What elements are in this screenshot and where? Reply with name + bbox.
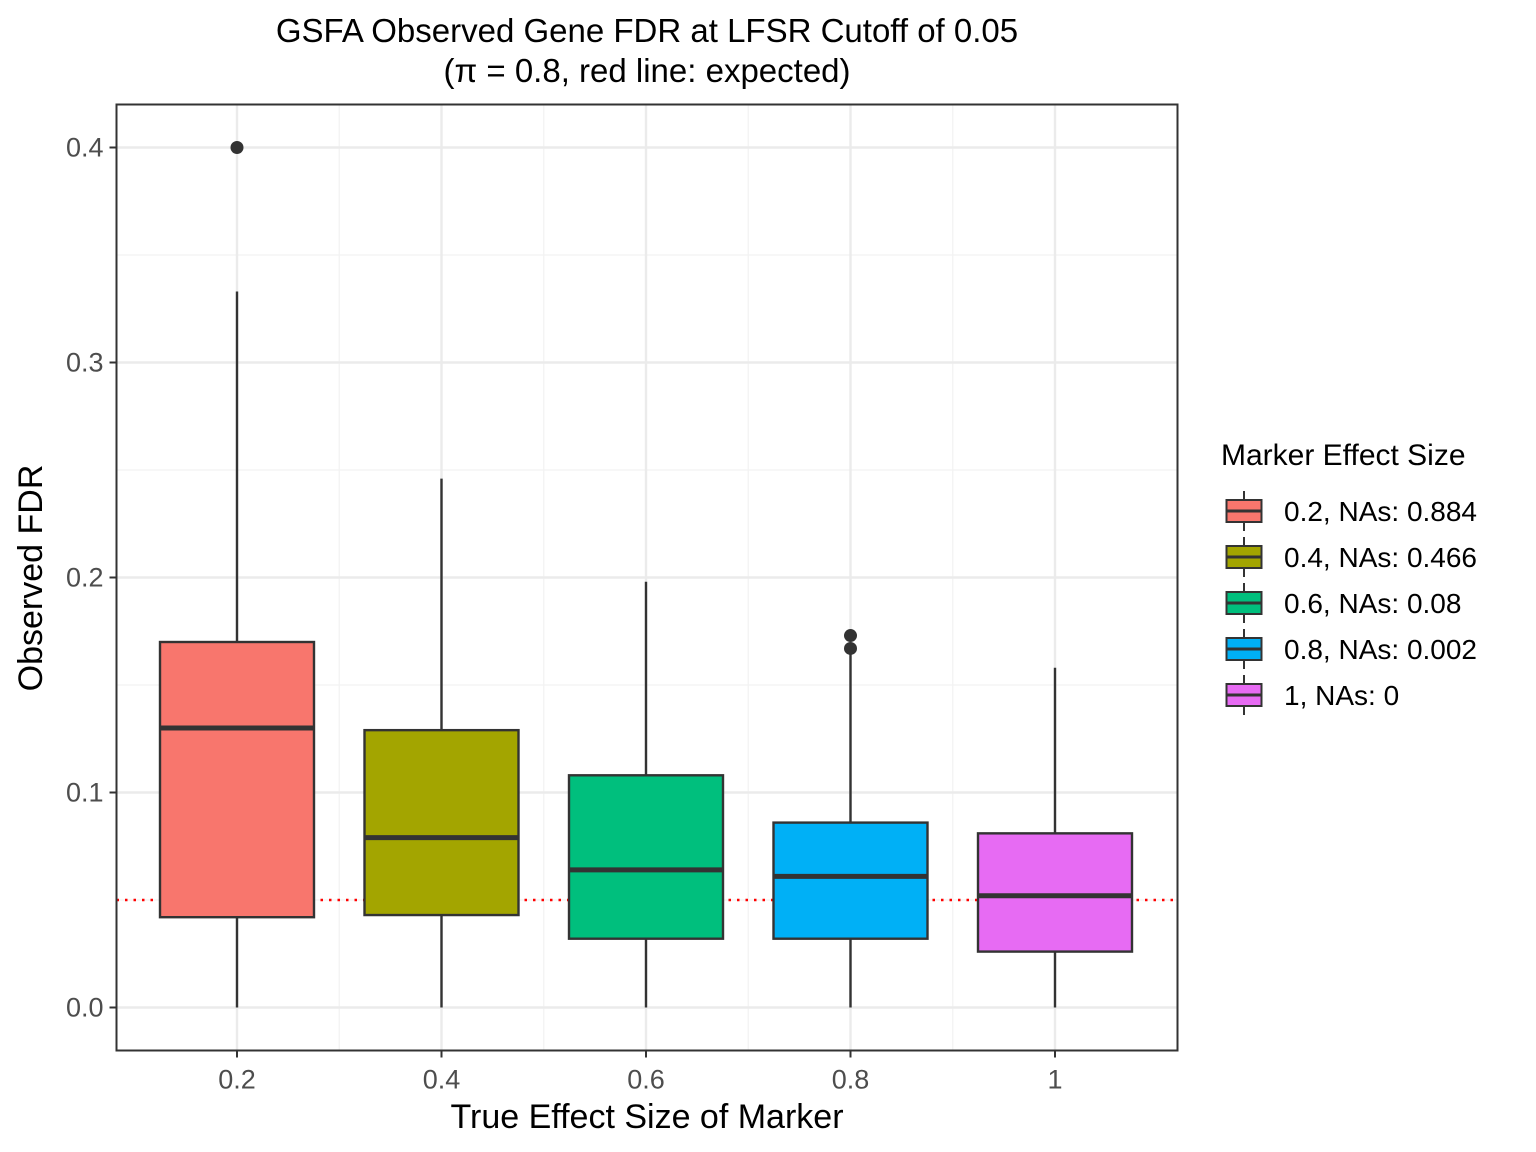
chart-title: GSFA Observed Gene FDR at LFSR Cutoff of… — [276, 12, 1018, 49]
legend-label: 1, NAs: 0 — [1284, 680, 1399, 711]
x-axis-title: True Effect Size of Marker — [450, 1098, 843, 1136]
box-body — [772, 821, 929, 940]
outlier-point — [844, 629, 857, 643]
chart-subtitle: (π = 0.8, red line: expected) — [443, 52, 850, 89]
box-group — [976, 667, 1134, 1008]
x-tick-label: 0.8 — [832, 1065, 870, 1095]
box-group — [363, 478, 520, 1008]
legend-item: 0.6, NAs: 0.08 — [1225, 583, 1461, 623]
box-group — [567, 581, 725, 1008]
box-group — [772, 629, 929, 1008]
legend-label: 0.8, NAs: 0.002 — [1284, 634, 1477, 665]
legend: Marker Effect Size 0.2, NAs: 0.884 0.4, N… — [1221, 439, 1477, 715]
outlier-point — [230, 141, 244, 154]
y-axis-title: Observed FDR — [12, 465, 50, 692]
x-tick-label: 0.4 — [423, 1065, 461, 1095]
axis-ticks: 0.0 0.1 0.2 0.3 0.4 0.2 0.4 0.6 0.8 1 — [66, 133, 1063, 1095]
y-tick-label: 0.1 — [66, 778, 104, 808]
box-body — [976, 832, 1134, 953]
y-tick-label: 0.2 — [66, 563, 104, 593]
legend-label: 0.2, NAs: 0.884 — [1284, 496, 1477, 527]
outlier-point — [844, 641, 857, 655]
legend-title: Marker Effect Size — [1221, 439, 1466, 472]
y-tick-label: 0.0 — [66, 993, 104, 1023]
legend-label: 0.4, NAs: 0.466 — [1284, 542, 1477, 573]
box-group — [158, 141, 316, 1008]
x-tick-label: 0.2 — [218, 1065, 256, 1095]
y-tick-label: 0.3 — [66, 348, 104, 378]
legend-item: 0.8, NAs: 0.002 — [1225, 629, 1477, 669]
x-tick-label: 1 — [1047, 1065, 1062, 1095]
box-body — [158, 640, 316, 919]
legend-item: 1, NAs: 0 — [1225, 675, 1399, 715]
boxes-layer — [158, 141, 1134, 1008]
box-body — [567, 774, 725, 940]
legend-item: 0.2, NAs: 0.884 — [1225, 491, 1477, 531]
x-tick-label: 0.6 — [627, 1065, 665, 1095]
legend-item: 0.4, NAs: 0.466 — [1225, 537, 1477, 577]
legend-label: 0.6, NAs: 0.08 — [1284, 588, 1461, 619]
box-body — [363, 728, 520, 917]
y-tick-label: 0.4 — [66, 133, 104, 163]
